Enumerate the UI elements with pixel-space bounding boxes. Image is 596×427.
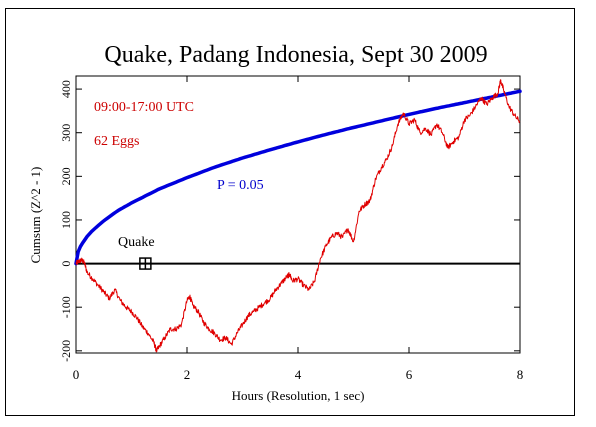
x-tick-label: 4 [295, 367, 302, 382]
y-tick-label: 400 [59, 80, 73, 98]
cumsum-line [75, 79, 521, 353]
x-tick-label: 2 [184, 367, 191, 382]
chart-title: Quake, Padang Indonesia, Sept 30 2009 [104, 42, 487, 68]
quake-marker [139, 257, 152, 270]
plot-area [75, 75, 521, 354]
axis-ticks: 0 2 4 6 8 -200 -100 0 100 200 300 400 [59, 76, 523, 382]
p-curve-line [74, 89, 522, 266]
y-tick-label: 300 [59, 124, 73, 142]
x-tick-label: 0 [73, 367, 80, 382]
y-tick-label: 200 [59, 167, 73, 185]
x-tick-label: 6 [406, 367, 413, 382]
p-value-label: P = 0.05 [217, 178, 264, 193]
y-tick-label: -200 [59, 340, 73, 362]
x-tick-label: 8 [517, 367, 524, 382]
eggs-label: 62 Eggs [94, 134, 140, 149]
y-tick-label: 0 [59, 261, 73, 267]
y-tick-label: 100 [59, 211, 73, 229]
time-range-label: 09:00-17:00 UTC [94, 100, 194, 115]
y-axis-label: Cumsum (Z^2 - 1) [28, 167, 43, 264]
quake-label: Quake [118, 235, 155, 250]
y-tick-label: -100 [59, 296, 73, 318]
x-axis-label: Hours (Resolution, 1 sec) [232, 388, 365, 403]
